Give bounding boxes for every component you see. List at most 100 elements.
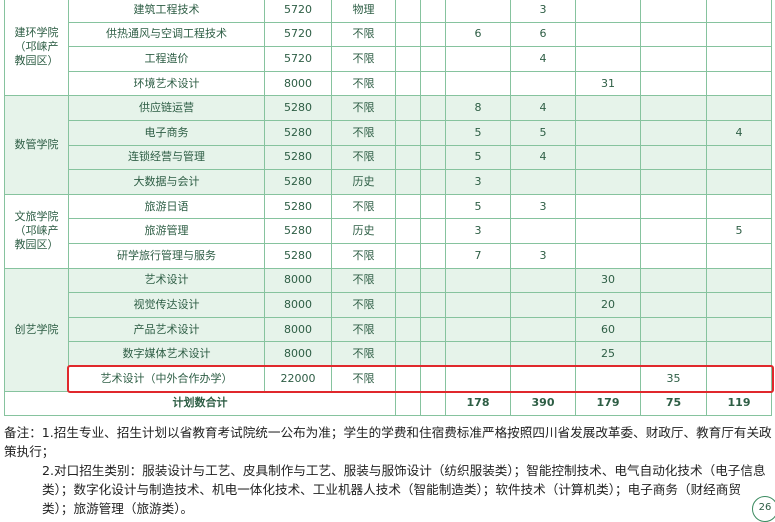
count-cell [445, 70, 511, 97]
empty-cell [395, 316, 421, 343]
total-count: 179 [575, 390, 641, 417]
count-cell [640, 267, 707, 294]
empty-cell [420, 70, 446, 97]
total-row: 计划数合计 178 390 179 75 119 [4, 390, 772, 417]
count-cell [445, 365, 511, 392]
empty-cell [395, 365, 421, 392]
empty-cell [395, 21, 421, 48]
fee-cell: 5280 [264, 193, 332, 220]
count-cell [706, 169, 772, 195]
count-cell: 8 [445, 95, 511, 121]
major-cell: 环境艺术设计 [68, 70, 265, 97]
count-cell [706, 46, 772, 72]
count-cell [445, 46, 511, 72]
count-cell [510, 267, 576, 294]
fee-cell: 5720 [264, 21, 332, 48]
table-row: 艺术设计（中外合作办学） 22000 不限 35 [5, 365, 772, 392]
major-cell: 研学旅行管理与服务 [68, 242, 265, 269]
count-cell: 20 [575, 292, 641, 318]
page-number: 26 [752, 496, 775, 522]
subject-cell: 不限 [331, 341, 396, 367]
count-cell [640, 119, 707, 146]
count-cell [706, 341, 772, 367]
count-cell: 25 [575, 341, 641, 367]
count-cell [640, 0, 707, 23]
fee-cell: 8000 [264, 341, 332, 367]
count-cell [706, 21, 772, 48]
fee-cell: 5280 [264, 218, 332, 244]
empty-cell [420, 292, 446, 318]
table-row: 视觉传达设计 8000 不限 20 [5, 292, 772, 318]
major-cell: 电子商务 [68, 119, 265, 146]
college-name-line: 文旅学院 [14, 210, 59, 224]
fee-cell: 5280 [264, 169, 332, 195]
count-cell [706, 365, 772, 392]
count-cell: 3 [510, 193, 576, 220]
major-cell: 旅游日语 [68, 193, 265, 220]
empty-cell [420, 242, 446, 269]
major-cell: 建筑工程技术 [68, 0, 265, 23]
empty-cell [420, 46, 446, 72]
count-cell [706, 316, 772, 343]
table-row: 旅游管理 5280 历史 3 5 [5, 218, 772, 244]
subject-cell: 历史 [331, 169, 396, 195]
count-cell [640, 242, 707, 269]
empty-cell [395, 46, 421, 72]
table-row: 建环学院 （邛崃产 教园区） 建筑工程技术 5720 物理 3 [4, 0, 772, 97]
count-cell: 5 [510, 119, 576, 146]
count-cell [640, 316, 707, 343]
empty-cell [420, 144, 446, 171]
count-cell: 3 [510, 242, 576, 269]
major-cell: 视觉传达设计 [68, 292, 265, 318]
empty-cell [395, 390, 421, 417]
college-cell: 文旅学院 （邛崃产 教园区） [4, 193, 69, 269]
count-cell: 5 [706, 218, 772, 244]
table-row: 创艺学院 艺术设计 8000 不限 30 [4, 267, 772, 392]
count-cell [706, 193, 772, 220]
empty-cell [420, 341, 446, 367]
count-cell: 4 [510, 46, 576, 72]
total-count: 119 [706, 390, 772, 417]
empty-cell [420, 390, 446, 417]
count-cell [445, 0, 511, 23]
notes: 备注：1.招生专业、招生计划以省教育考试院统一公布为准；学生的学费和住宿费标准严… [4, 423, 772, 518]
subject-cell: 不限 [331, 193, 396, 220]
count-cell [706, 144, 772, 171]
major-cell: 工程造价 [68, 46, 265, 72]
fee-cell: 5720 [264, 46, 332, 72]
subject-cell: 不限 [331, 70, 396, 97]
table-row: 环境艺术设计 8000 不限 31 [5, 70, 772, 97]
count-cell [640, 292, 707, 318]
major-cell: 旅游管理 [68, 218, 265, 244]
count-cell [575, 218, 641, 244]
fee-cell: 8000 [264, 267, 332, 294]
empty-cell [420, 193, 446, 220]
fee-cell: 8000 [264, 292, 332, 318]
count-cell: 5 [445, 144, 511, 171]
count-cell: 31 [575, 70, 641, 97]
empty-cell [420, 95, 446, 121]
empty-cell [395, 70, 421, 97]
count-cell: 5 [445, 119, 511, 146]
count-cell [445, 267, 511, 294]
empty-cell [395, 292, 421, 318]
major-cell: 连锁经营与管理 [68, 144, 265, 171]
fee-cell: 5280 [264, 144, 332, 171]
subject-cell: 不限 [331, 267, 396, 294]
count-cell: 30 [575, 267, 641, 294]
subject-cell: 不限 [331, 95, 396, 121]
empty-cell [420, 119, 446, 146]
college-name-line: （邛崃产 [14, 224, 59, 238]
empty-cell [395, 218, 421, 244]
major-cell: 艺术设计 [68, 267, 265, 294]
table-row: 文旅学院 （邛崃产 教园区） 旅游日语 5280 不限 5 3 [4, 193, 772, 269]
table-row: 工程造价 5720 不限 4 [5, 46, 772, 72]
major-cell: 产品艺术设计 [68, 316, 265, 343]
total-label: 计划数合计 [4, 390, 396, 417]
count-cell [510, 218, 576, 244]
subject-cell: 不限 [331, 365, 396, 392]
college-cell: 创艺学院 [4, 267, 69, 392]
count-cell [640, 193, 707, 220]
major-cell: 大数据与会计 [68, 169, 265, 195]
college-name-line: 教园区） [14, 53, 59, 67]
